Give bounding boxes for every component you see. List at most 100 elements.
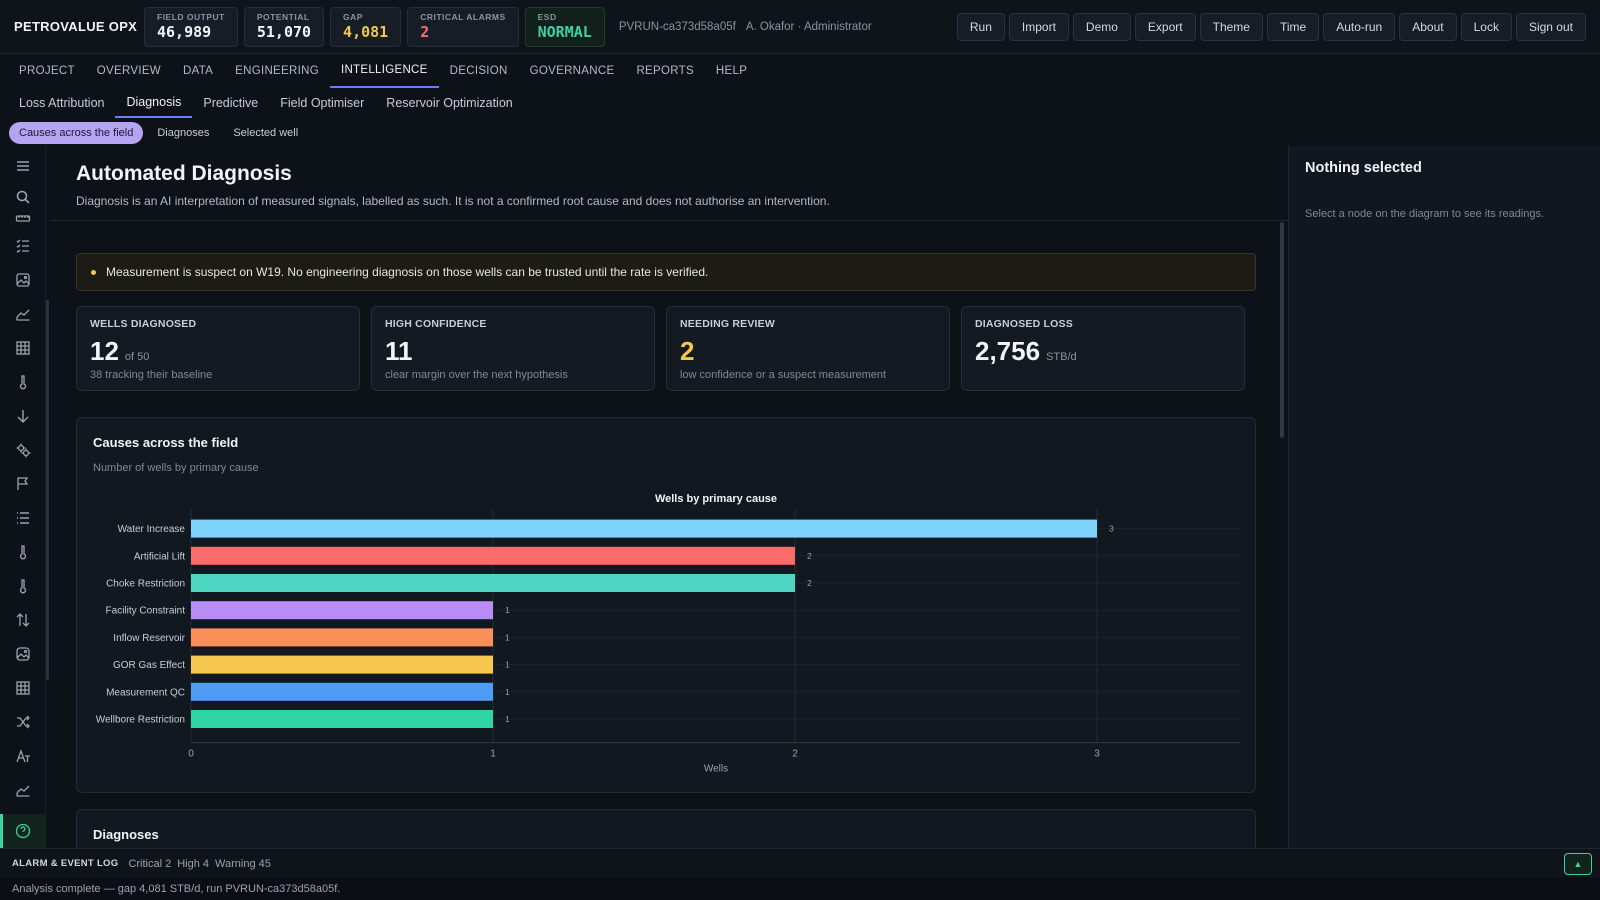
sign-out-button[interactable]: Sign out	[1515, 12, 1586, 41]
alarm-log-label: ALARM & EVENT LOG	[12, 858, 119, 869]
pill-diagnoses[interactable]: Diagnoses	[157, 127, 210, 139]
x-axis-label: Wells	[704, 764, 728, 775]
kpi-value: 4,081	[343, 23, 389, 41]
wells-by-cause-chart: Wells by primary cause 0 1 2 3 Wells Water Inc…	[96, 493, 1241, 775]
kpi-field-output: FIELD OUTPUT 46,989	[144, 6, 238, 47]
x-tick-label: 2	[792, 749, 798, 760]
time-button[interactable]: Time	[1266, 12, 1320, 41]
sub-nav: Loss Attribution Diagnosis Predictive Fi…	[0, 88, 1600, 118]
tab-reservoir-optimization[interactable]: Reservoir Optimization	[386, 96, 513, 110]
thermometer-icon[interactable]	[13, 372, 33, 392]
alarm-count-warning: Warning 45	[215, 857, 271, 870]
pill-causes-across-field[interactable]: Causes across the field	[9, 122, 144, 144]
flag-icon[interactable]	[13, 474, 33, 494]
data-label: 2	[807, 578, 812, 588]
kpi-label: CRITICAL ALARMS	[420, 12, 506, 22]
export-button[interactable]: Export	[1134, 12, 1196, 41]
kpi-value: 46,989	[157, 23, 212, 41]
category-label: Water Increase	[118, 524, 186, 535]
pill-selected-well[interactable]: Selected well	[233, 127, 299, 139]
menu-icon[interactable]	[13, 156, 33, 176]
import-button[interactable]: Import	[1008, 12, 1069, 41]
nav-engineering[interactable]: ENGINEERING	[235, 65, 319, 77]
category-label: Facility Constraint	[106, 606, 186, 617]
bar	[191, 601, 493, 620]
search-icon[interactable]	[13, 187, 33, 207]
panel-title: Nothing selected	[1305, 160, 1422, 176]
kpi-value: 51,070	[256, 23, 312, 41]
nav-help[interactable]: HELP	[715, 65, 748, 77]
thermometer-icon[interactable]	[13, 576, 33, 596]
nav-overview[interactable]: OVERVIEW	[96, 65, 161, 77]
data-label: 1	[505, 714, 510, 724]
run-id: PVRUN-ca373d58a05f	[618, 20, 736, 33]
demo-button[interactable]: Demo	[1072, 12, 1131, 41]
kpi-label: FIELD OUTPUT	[157, 12, 225, 22]
shuffle-icon[interactable]	[13, 712, 33, 732]
stat-value: 11	[385, 336, 413, 366]
thermometer-icon[interactable]	[13, 542, 33, 562]
area-chart-icon[interactable]	[13, 780, 33, 800]
stat-note: 38 tracking their baseline	[90, 369, 213, 381]
category-label: Choke Restriction	[106, 579, 185, 590]
lock-button[interactable]: Lock	[1460, 12, 1512, 41]
theme-button[interactable]: Theme	[1199, 12, 1263, 41]
nav-decision[interactable]: DECISION	[449, 65, 508, 77]
sort-arrows-icon[interactable]	[13, 610, 33, 630]
alarm-event-log-bar[interactable]: ALARM & EVENT LOG Critical 2 High 4 Warn…	[0, 848, 1600, 878]
x-tick-label: 0	[188, 749, 194, 760]
warning-dot-icon	[91, 269, 96, 275]
image-icon[interactable]	[13, 644, 33, 664]
table-icon[interactable]	[13, 338, 33, 358]
category-label: Measurement QC	[106, 687, 185, 698]
bar	[191, 710, 493, 728]
help-icon[interactable]	[13, 821, 33, 841]
kpi-critical-alarms: CRITICAL ALARMS 2	[407, 6, 519, 47]
table-icon[interactable]	[13, 678, 33, 698]
content-scrollbar[interactable]	[1280, 222, 1284, 438]
auto-run-button[interactable]: Auto-run	[1323, 12, 1396, 41]
section-pills: Causes across the field Diagnoses Select…	[0, 120, 1600, 146]
category-label: GOR Gas Effect	[113, 660, 185, 671]
kpi-esd: ESD NORMAL	[524, 6, 605, 47]
data-label: 1	[505, 687, 510, 697]
bar	[191, 655, 493, 674]
tab-loss-attribution[interactable]: Loss Attribution	[19, 96, 105, 110]
kpi-value: 2	[420, 23, 430, 41]
about-button[interactable]: About	[1399, 12, 1457, 41]
translate-icon[interactable]	[13, 746, 33, 766]
nav-reports[interactable]: REPORTS	[636, 65, 694, 77]
alarm-count-high: High 4	[177, 857, 210, 870]
page-header: Automated Diagnosis Diagnosis is an AI i…	[76, 162, 830, 208]
ruler-icon[interactable]	[13, 209, 33, 229]
list-icon[interactable]	[13, 508, 33, 528]
nav-intelligence[interactable]: INTELLIGENCE	[329, 54, 439, 88]
run-button[interactable]: Run	[956, 12, 1005, 41]
tab-diagnosis[interactable]: Diagnosis	[115, 88, 193, 118]
bar	[191, 519, 1097, 538]
nav-data[interactable]: DATA	[182, 65, 214, 77]
chart-title: Wells by primary cause	[655, 493, 777, 505]
category-label: Artificial Lift	[134, 551, 185, 562]
chevron-up-icon: ▲	[1573, 859, 1583, 869]
arrow-down-icon[interactable]	[13, 406, 33, 426]
nav-project[interactable]: PROJECT	[19, 65, 75, 77]
bar	[191, 682, 493, 701]
expand-log-button[interactable]: ▲	[1564, 853, 1592, 875]
top-bar: PETROVALUE OPX FIELD OUTPUT 46,989 POTEN…	[0, 0, 1600, 54]
tab-field-optimiser[interactable]: Field Optimiser	[280, 96, 365, 110]
data-label: 1	[505, 605, 510, 615]
nav-governance[interactable]: GOVERNANCE	[529, 65, 615, 77]
checklist-icon[interactable]	[13, 236, 33, 256]
stat-note: low confidence or a suspect measurement	[680, 369, 887, 381]
data-label: 1	[505, 632, 510, 642]
area-chart-icon[interactable]	[13, 304, 33, 324]
card-subtitle: Number of wells by primary cause	[93, 462, 259, 474]
stat-needing-review: NEEDING REVIEW 2 low confidence or a sus…	[666, 306, 950, 391]
tab-predictive[interactable]: Predictive	[203, 96, 259, 110]
gears-icon[interactable]	[13, 440, 33, 460]
image-icon[interactable]	[13, 270, 33, 290]
rail-scrollbar[interactable]	[46, 300, 49, 680]
data-label: 3	[1109, 524, 1114, 534]
x-tick-label: 3	[1094, 749, 1100, 760]
